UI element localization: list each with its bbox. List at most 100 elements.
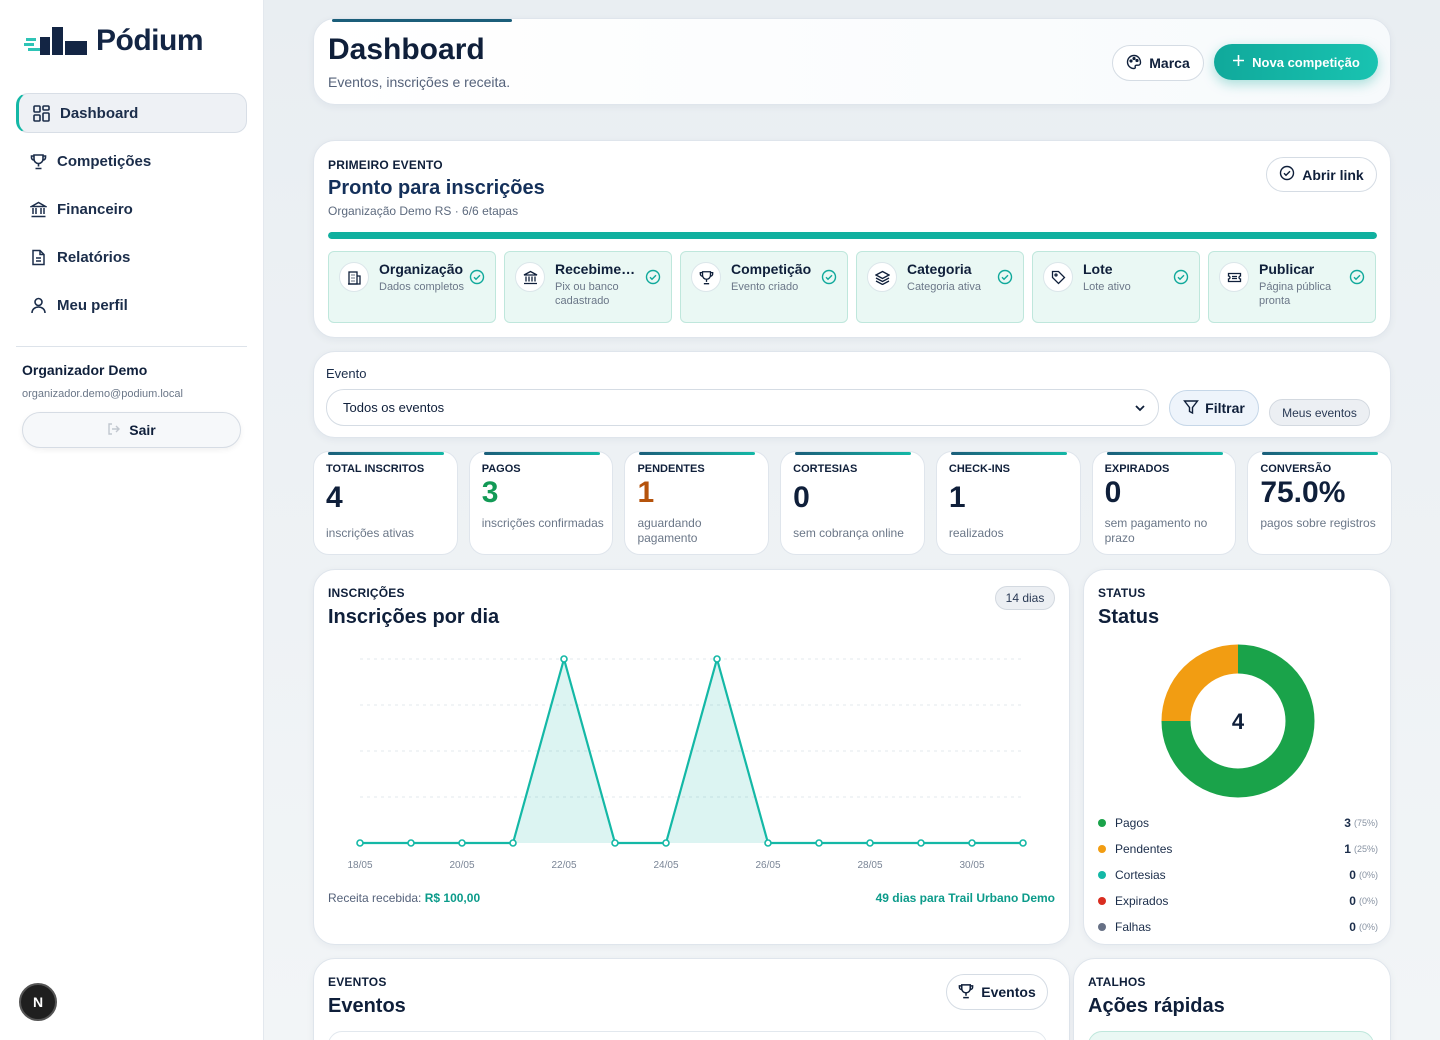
revenue-value: R$ 100,00 [424,891,481,905]
logout-button[interactable]: Sair [22,412,241,448]
data-point [866,839,874,847]
step-title: Competição [731,261,812,277]
legend-pct: (0%) [1358,870,1378,880]
step-publicar[interactable]: Publicar Página pública pronta [1208,251,1376,323]
nova-competicao-label: Nova competição [1252,54,1360,70]
chevron-down-icon [1134,402,1146,417]
filtrar-label: Filtrar [1205,400,1245,416]
step-title: Recebimento [555,261,641,277]
eventos-card: EVENTOS Eventos Eventos [313,958,1070,1040]
x-tick-label: 26/05 [755,860,780,871]
kpi-row: TOTAL INSCRITOS 4 inscrições ativas PAGO… [313,451,1393,555]
legend-item-expirados: Expirados 0 (0%) [1098,888,1378,914]
atalhos-card: ATALHOS Ações rápidas [1073,958,1391,1040]
first-event-card: PRIMEIRO EVENTO Pronto para inscrições O… [313,140,1391,338]
sidebar-item-dashboard[interactable]: Dashboard [16,93,247,133]
step-organizacao[interactable]: Organização Dados completos [328,251,496,323]
step-desc: Lote ativo [1083,281,1131,293]
step-recebimento[interactable]: Recebimento Pix ou banco cadastrado [504,251,672,323]
sidebar-item-competicoes[interactable]: Competições [16,141,247,181]
event-filter-card: Evento Todos os eventos Filtrar Meus eve… [313,351,1391,438]
kpi-pagos: PAGOS 3 inscrições confirmadas [468,451,614,555]
legend-pct: (0%) [1358,922,1378,932]
kpi-value: 1 [948,481,966,514]
sidebar-item-label: Competições [57,152,152,170]
page-header: Dashboard Eventos, inscrições e receita.… [313,18,1391,105]
marca-button[interactable]: Marca [1112,45,1204,81]
page-title: Dashboard [328,33,485,66]
atalhos-title: Ações rápidas [1088,995,1225,1017]
kpi-desc: sem pagamento no prazo [1104,516,1208,545]
page-subtitle: Eventos, inscrições e receita. [328,74,511,90]
data-point [662,839,670,847]
abrir-link-button[interactable]: Abrir link [1266,157,1377,192]
kpi-desc: aguardando pagamento [637,516,702,545]
legend-pct: (0%) [1358,896,1378,906]
legend-name: Pendentes [1115,842,1173,856]
kpi-label: CONVERSÃO [1260,463,1332,475]
sidebar-item-relatorios[interactable]: Relatórios [16,237,247,277]
dev-badge[interactable]: N [19,983,57,1021]
step-competicao[interactable]: Competição Evento criado [680,251,848,323]
data-point [611,839,619,847]
brand-logo[interactable]: Pódium [24,24,204,58]
revenue-label: Receita recebida: [328,891,422,905]
step-categoria[interactable]: Categoria Categoria ativa [856,251,1024,323]
legend-dot [1098,897,1106,905]
check-circle-icon [1173,269,1189,290]
sidebar-nav: Dashboard Competições Financeiro Relatór… [16,93,247,333]
legend-item-pendentes: Pendentes 1 (25%) [1098,836,1378,862]
setup-progress-fill [328,232,1377,239]
kpi-accent [1262,452,1379,455]
kpi-value: 75.0% [1260,476,1346,509]
legend-dot [1098,845,1106,853]
kpi-expirados: EXPIRADOS 0 sem pagamento no prazo [1091,451,1237,555]
check-circle-icon [821,269,837,290]
days-left-text: 49 dias para Trail Urbano Demo [875,891,1055,905]
logout-label: Sair [129,422,156,438]
eventos-button-label: Eventos [981,984,1036,1000]
sidebar-item-financeiro[interactable]: Financeiro [16,189,247,229]
event-select[interactable]: Todos os eventos [326,389,1159,426]
data-point [968,839,976,847]
check-circle-icon [469,269,485,290]
period-chip[interactable]: 14 dias [995,586,1055,610]
shortcut-item[interactable] [1088,1031,1374,1040]
kpi-check-ins: CHECK-INS 1 realizados [935,451,1081,555]
sidebar: Pódium Dashboard Competições Financeiro … [0,0,264,1040]
event-list-item[interactable] [328,1031,1047,1040]
data-point [560,655,568,663]
inscricoes-chart-card: INSCRIÇÕES Inscrições por dia 14 dias 18… [313,569,1070,945]
kpi-accent [795,452,912,455]
data-point [917,839,925,847]
kpi-total-inscritos: TOTAL INSCRITOS 4 inscrições ativas [313,451,458,555]
marca-label: Marca [1149,55,1190,71]
eventos-button[interactable]: Eventos [946,974,1048,1010]
x-tick-label: 24/05 [653,860,678,871]
sidebar-item-label: Dashboard [60,104,139,122]
kpi-cortesias: CORTESIAS 0 sem cobrança online [780,451,925,555]
meus-eventos-chip[interactable]: Meus eventos [1269,399,1370,426]
filtrar-button[interactable]: Filtrar [1169,390,1259,426]
bank-icon [515,262,545,292]
inscricoes-line-chart: 18/05 20/05 22/05 24/05 26/05 28/05 30/05 [347,655,1027,871]
abrir-link-label: Abrir link [1302,166,1364,183]
legend-value: 0 [1349,920,1356,934]
palette-icon [1126,54,1142,73]
setup-steps: Organização Dados completos Recebimento … [328,251,1378,323]
step-title: Organização [379,261,464,277]
step-lote[interactable]: Lote Lote ativo [1032,251,1200,323]
sidebar-item-meu-perfil[interactable]: Meu perfil [16,285,247,325]
nova-competicao-button[interactable]: Nova competição [1214,44,1378,80]
step-desc: Dados completos [379,281,464,293]
check-circle-icon [1279,165,1295,184]
kpi-desc: inscrições ativas [326,526,415,540]
data-point [815,839,823,847]
donut-slice-pagos [1161,644,1315,798]
first-event-subtitle: Organização Demo RS · 6/6 etapas [328,204,519,218]
tag-icon [1043,262,1073,292]
step-desc: Pix ou banco cadastrado [555,281,619,307]
legend-pct: (25%) [1353,844,1378,854]
sidebar-item-label: Meu perfil [57,296,128,314]
data-point [356,839,364,847]
